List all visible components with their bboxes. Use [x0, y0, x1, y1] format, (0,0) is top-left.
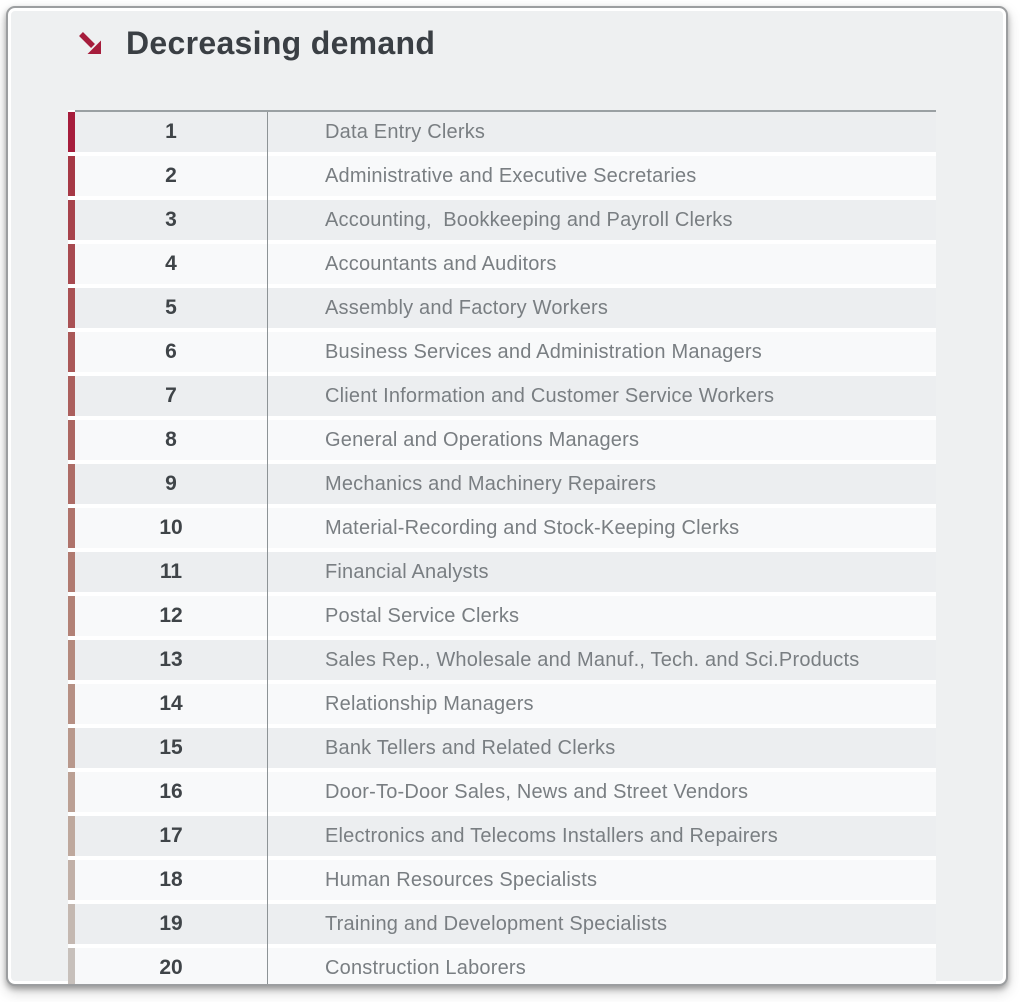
report-figure-frame: Decreasing demand 1 Data Entry Clerks 2 …	[6, 6, 1008, 986]
rank-color-bar	[68, 376, 75, 416]
rank-cell: 16	[159, 780, 183, 803]
rank-cell: 9	[165, 472, 177, 495]
decreasing-arrow-icon	[77, 30, 104, 57]
occupation-cell: Accounting, Bookkeeping and Payroll Cler…	[325, 208, 733, 231]
occupation-cell: Door-To-Door Sales, News and Street Vend…	[325, 780, 749, 803]
occupation-cell: Human Resources Specialists	[325, 868, 598, 891]
ranking-rows: 1 Data Entry Clerks 2 Administrative and…	[68, 112, 936, 984]
occupation-cell: Administrative and Executive Secretaries	[325, 164, 697, 187]
rank-color-bar	[68, 156, 75, 196]
rank-cell: 5	[165, 296, 177, 319]
rank-color-bar	[68, 948, 75, 984]
occupation-cell: Sales Rep., Wholesale and Manuf., Tech. …	[325, 648, 860, 671]
table-row: 3 Accounting, Bookkeeping and Payroll Cl…	[68, 200, 936, 240]
rank-cell: 3	[165, 208, 177, 231]
rank-cell: 1	[165, 120, 177, 143]
rank-color-bar	[68, 464, 75, 504]
rank-cell: 2	[165, 164, 177, 187]
occupation-cell: Relationship Managers	[325, 692, 534, 715]
table-row: 1 Data Entry Clerks	[68, 112, 936, 152]
table-row: 16 Door-To-Door Sales, News and Street V…	[68, 772, 936, 812]
table-row: 9 Mechanics and Machinery Repairers	[68, 464, 936, 504]
figure-header: Decreasing demand	[77, 24, 435, 62]
occupation-cell: Assembly and Factory Workers	[325, 296, 609, 319]
rank-color-bar	[68, 860, 75, 900]
rank-color-bar	[68, 200, 75, 240]
rank-cell: 13	[159, 648, 183, 671]
rank-color-bar	[68, 684, 75, 724]
occupation-cell: Training and Development Specialists	[325, 912, 668, 935]
rank-color-bar	[68, 288, 75, 328]
table-row: 5 Assembly and Factory Workers	[68, 288, 936, 328]
ranking-table: 1 Data Entry Clerks 2 Administrative and…	[68, 110, 936, 984]
table-row: 19 Training and Development Specialists	[68, 904, 936, 944]
table-row: 18 Human Resources Specialists	[68, 860, 936, 900]
rank-color-bar	[68, 420, 75, 460]
rank-cell: 17	[159, 824, 183, 847]
occupation-cell: Material-Recording and Stock-Keeping Cle…	[325, 516, 740, 539]
table-row: 8 General and Operations Managers	[68, 420, 936, 460]
rank-cell: 12	[159, 604, 183, 627]
rank-color-bar	[68, 244, 75, 284]
occupation-cell: Financial Analysts	[325, 560, 489, 583]
occupation-cell: Electronics and Telecoms Installers and …	[325, 824, 778, 847]
occupation-cell: Business Services and Administration Man…	[325, 340, 762, 363]
rank-color-bar	[68, 640, 75, 680]
occupation-cell: Postal Service Clerks	[325, 604, 520, 627]
table-row: 14 Relationship Managers	[68, 684, 936, 724]
table-row: 20 Construction Laborers	[68, 948, 936, 984]
table-row: 4 Accountants and Auditors	[68, 244, 936, 284]
rank-cell: 14	[159, 692, 183, 715]
rank-color-bar	[68, 112, 75, 152]
table-row: 11 Financial Analysts	[68, 552, 936, 592]
rank-cell: 19	[159, 912, 183, 935]
rank-cell: 15	[159, 736, 183, 759]
occupation-cell: Construction Laborers	[325, 956, 526, 979]
rank-cell: 4	[165, 252, 177, 275]
table-row: 13 Sales Rep., Wholesale and Manuf., Tec…	[68, 640, 936, 680]
occupation-cell: Client Information and Customer Service …	[325, 384, 775, 407]
figure-title: Decreasing demand	[126, 25, 436, 61]
rank-color-bar	[68, 816, 75, 856]
rank-color-bar	[68, 904, 75, 944]
table-row: 6 Business Services and Administration M…	[68, 332, 936, 372]
rank-cell: 10	[159, 516, 183, 539]
rank-cell: 11	[159, 560, 183, 583]
rank-cell: 8	[165, 428, 177, 451]
rank-cell: 7	[165, 384, 177, 407]
occupation-cell: Accountants and Auditors	[325, 252, 557, 275]
rank-color-bar	[68, 332, 75, 372]
rank-cell: 18	[159, 868, 183, 891]
rank-color-bar	[68, 772, 75, 812]
table-row: 2 Administrative and Executive Secretari…	[68, 156, 936, 196]
table-row: 17 Electronics and Telecoms Installers a…	[68, 816, 936, 856]
rank-color-bar	[68, 728, 75, 768]
table-row: 7 Client Information and Customer Servic…	[68, 376, 936, 416]
occupation-cell: Bank Tellers and Related Clerks	[325, 736, 616, 759]
rank-cell: 20	[159, 956, 183, 979]
occupation-cell: Data Entry Clerks	[325, 120, 486, 143]
rank-color-bar	[68, 596, 75, 636]
table-row: 10 Material-Recording and Stock-Keeping …	[68, 508, 936, 548]
occupation-cell: General and Operations Managers	[325, 428, 640, 451]
rank-cell: 6	[165, 340, 177, 363]
occupation-cell: Mechanics and Machinery Repairers	[325, 472, 657, 495]
rank-color-bar	[68, 552, 75, 592]
rank-color-bar	[68, 508, 75, 548]
table-row: 12 Postal Service Clerks	[68, 596, 936, 636]
table-row: 15 Bank Tellers and Related Clerks	[68, 728, 936, 768]
